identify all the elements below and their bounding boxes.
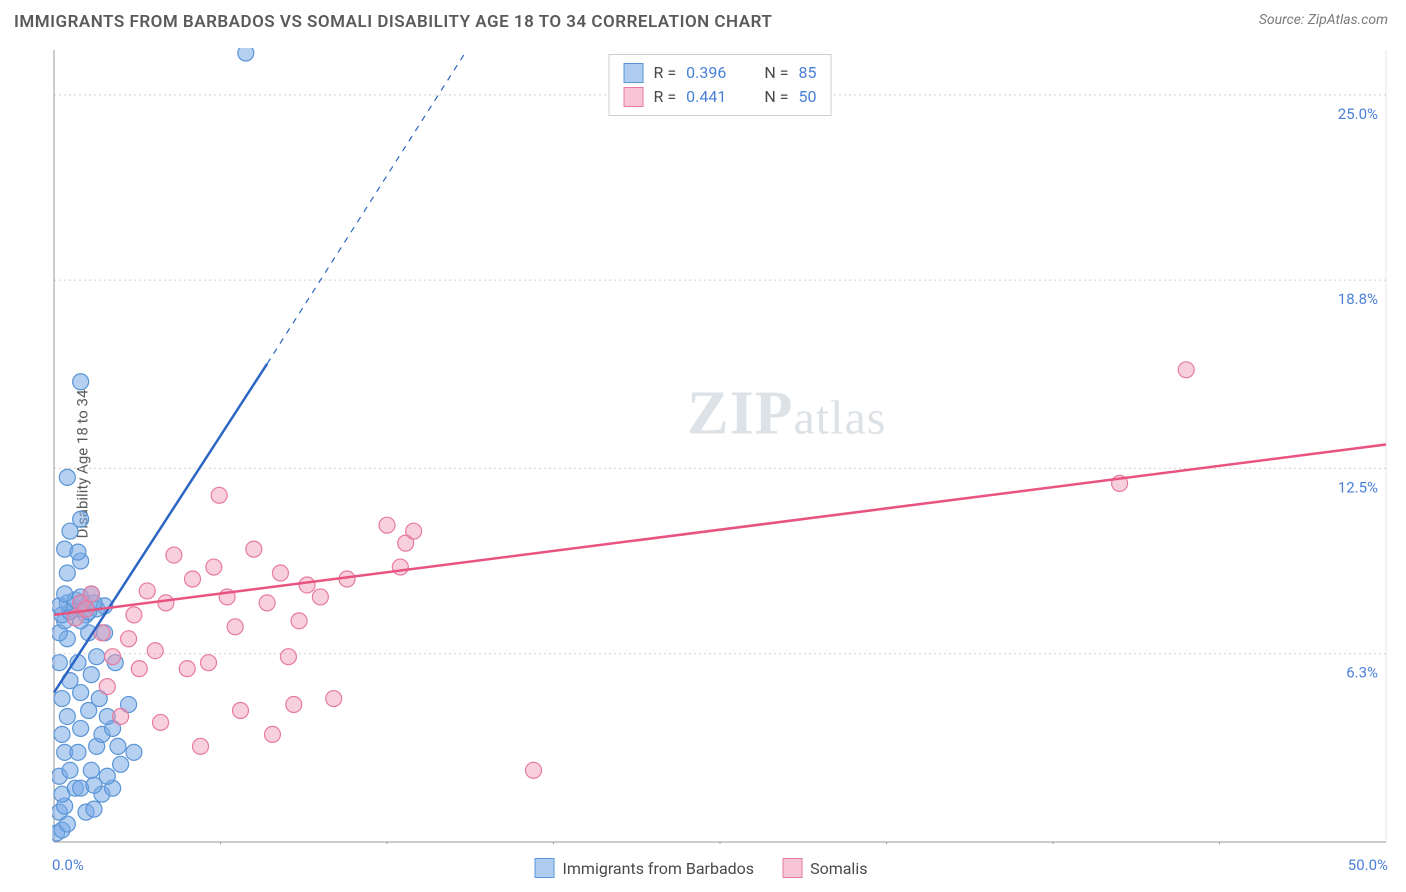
legend-item: Somalis <box>782 858 867 878</box>
series-legend: Immigrants from Barbados Somalis <box>535 858 868 878</box>
x-axis-start-label: 0.0% <box>52 856 84 874</box>
chart-title: IMMIGRANTS FROM BARBADOS VS SOMALI DISAB… <box>14 12 772 32</box>
legend-item: Immigrants from Barbados <box>535 858 755 878</box>
r-label: R = <box>654 61 677 85</box>
svg-text:6.3%: 6.3% <box>1346 664 1378 682</box>
scatter-plot-svg: 6.3% 12.5% 18.8% 25.0% <box>52 48 1388 844</box>
legend-swatch <box>535 858 555 878</box>
legend-swatch <box>782 858 802 878</box>
legend-row: R = 0.441 N = 50 <box>624 85 817 109</box>
correlation-legend: R = 0.396 N = 85 R = 0.441 N = 50 <box>609 54 832 116</box>
legend-swatch <box>624 87 644 107</box>
chart-header: IMMIGRANTS FROM BARBADOS VS SOMALI DISAB… <box>0 0 1406 40</box>
chart-source: Source: ZipAtlas.com <box>1259 12 1388 28</box>
legend-label: Immigrants from Barbados <box>563 859 755 878</box>
legend-label: Somalis <box>810 859 867 878</box>
svg-text:12.5%: 12.5% <box>1338 478 1378 496</box>
x-axis-end-label: 50.0% <box>1348 856 1388 874</box>
r-label: R = <box>654 85 677 109</box>
n-value: 85 <box>798 61 816 85</box>
r-value: 0.441 <box>686 85 726 109</box>
legend-swatch <box>624 63 644 83</box>
r-value: 0.396 <box>686 61 726 85</box>
svg-text:25.0%: 25.0% <box>1338 105 1378 123</box>
svg-text:18.8%: 18.8% <box>1338 290 1378 308</box>
source-link[interactable]: ZipAtlas.com <box>1308 12 1388 28</box>
chart-area: Disability Age 18 to 34 6.3%12.5%18.8%25… <box>14 48 1388 880</box>
plot-area: 6.3%12.5%18.8%25.0% ZIPatlas R =0.396N =… <box>52 48 1388 844</box>
legend-row: R = 0.396 N = 85 <box>624 61 817 85</box>
n-label: N = <box>764 61 788 85</box>
n-value: 50 <box>798 85 816 109</box>
n-label: N = <box>764 85 788 109</box>
source-prefix: Source: <box>1259 12 1308 28</box>
